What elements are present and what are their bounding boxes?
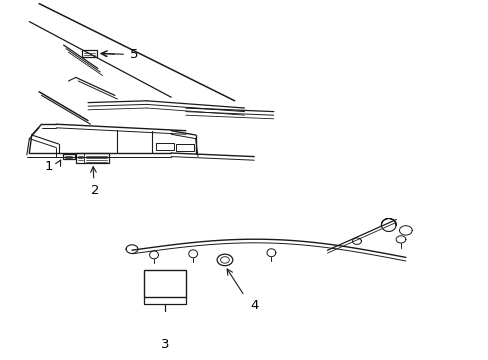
Bar bbox=[156, 143, 174, 150]
Text: 5: 5 bbox=[129, 48, 138, 61]
Text: 3: 3 bbox=[161, 338, 169, 351]
Text: 2: 2 bbox=[91, 184, 100, 197]
Bar bbox=[76, 153, 109, 163]
Bar bbox=[144, 270, 185, 297]
Text: 4: 4 bbox=[249, 299, 258, 312]
Text: 1: 1 bbox=[44, 160, 53, 173]
Bar bbox=[62, 154, 75, 159]
Bar bbox=[176, 144, 193, 151]
Bar bbox=[82, 50, 97, 57]
